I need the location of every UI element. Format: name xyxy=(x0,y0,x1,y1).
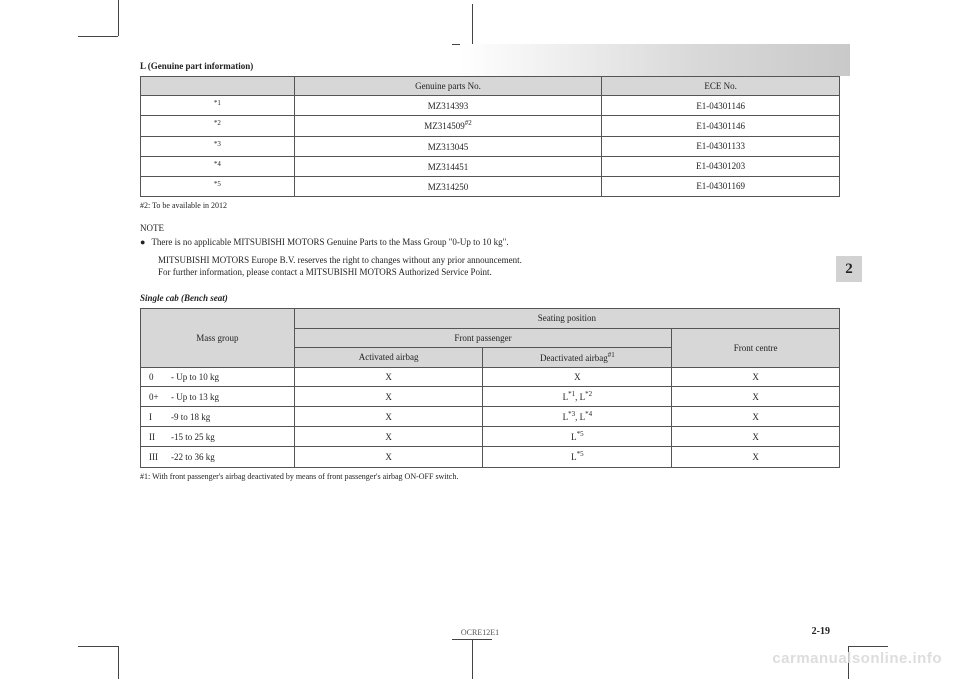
deact-cell: X xyxy=(483,367,672,386)
deact-cell: L*1, L*2 xyxy=(483,387,672,407)
ref-sup: *3 xyxy=(214,140,221,148)
part-cell: MZ314451 xyxy=(294,156,602,176)
col-mass: Mass group xyxy=(141,309,295,367)
table-row: III-22 to 36 kg X L*5 X xyxy=(141,447,840,467)
col-ece: ECE No. xyxy=(602,77,840,96)
bullet-icon: ● xyxy=(140,238,145,247)
table-row: *1 MZ314393 E1-04301146 xyxy=(141,96,840,116)
part-cell: MZ314393 xyxy=(294,96,602,116)
mass-cell: 0+- Up to 13 kg xyxy=(141,387,295,407)
note-para1: MITSUBISHI MOTORS Europe B.V. reserves t… xyxy=(158,254,840,266)
act-cell: X xyxy=(294,427,483,447)
ref-cell: *4 xyxy=(141,156,295,176)
crop-mark xyxy=(472,4,473,44)
table-row: I-9 to 18 kg X L*3, L*4 X xyxy=(141,407,840,427)
ece-cell: E1-04301146 xyxy=(602,116,840,136)
part-cell: MZ314250 xyxy=(294,176,602,196)
ece-cell: E1-04301133 xyxy=(602,136,840,156)
col-front-passenger: Front passenger xyxy=(294,328,671,347)
crop-mark xyxy=(472,639,473,679)
ece-cell: E1-04301203 xyxy=(602,156,840,176)
table-header-row: Mass group Seating position xyxy=(141,309,840,328)
ece-cell: E1-04301169 xyxy=(602,176,840,196)
mass-cell: III-22 to 36 kg xyxy=(141,447,295,467)
crop-mark xyxy=(78,36,118,37)
part-cell: MZ313045 xyxy=(294,136,602,156)
col-parts: Genuine parts No. xyxy=(294,77,602,96)
act-cell: X xyxy=(294,447,483,467)
centre-cell: X xyxy=(672,407,840,427)
crop-mark xyxy=(118,0,119,36)
table-row: *5 MZ314250 E1-04301169 xyxy=(141,176,840,196)
note-block: NOTE ● There is no applicable MITSUBISHI… xyxy=(140,222,840,279)
ref-cell: *2 xyxy=(141,116,295,136)
mass-cell: II-15 to 25 kg xyxy=(141,427,295,447)
watermark: carmanualsonline.info xyxy=(772,650,942,667)
ref-cell: *3 xyxy=(141,136,295,156)
col-activated: Activated airbag xyxy=(294,347,483,367)
note-label: NOTE xyxy=(140,222,840,234)
act-cell: X xyxy=(294,367,483,386)
table-row: *4 MZ314451 E1-04301203 xyxy=(141,156,840,176)
part-cell: MZ314509#2 xyxy=(294,116,602,136)
ece-cell: E1-04301146 xyxy=(602,96,840,116)
note-line: ● There is no applicable MITSUBISHI MOTO… xyxy=(140,236,840,248)
crop-mark xyxy=(78,646,118,647)
deact-cell: L*3, L*4 xyxy=(483,407,672,427)
ref-sup: *1 xyxy=(214,99,221,107)
crop-mark xyxy=(848,646,888,647)
crop-mark xyxy=(118,646,119,679)
table-header-row: Genuine parts No. ECE No. xyxy=(141,77,840,96)
centre-cell: X xyxy=(672,427,840,447)
act-cell: X xyxy=(294,407,483,427)
table-row: 0+- Up to 13 kg X L*1, L*2 X xyxy=(141,387,840,407)
col-blank xyxy=(141,77,295,96)
centre-cell: X xyxy=(672,447,840,467)
ref-sup: *4 xyxy=(214,160,221,168)
ref-sup: *5 xyxy=(214,180,221,188)
centre-cell: X xyxy=(672,387,840,407)
note-paragraphs: MITSUBISHI MOTORS Europe B.V. reserves t… xyxy=(158,254,840,278)
table-row: II-15 to 25 kg X L*5 X xyxy=(141,427,840,447)
col-seating: Seating position xyxy=(294,309,839,328)
mass-cell: 0- Up to 10 kg xyxy=(141,367,295,386)
col-front-centre: Front centre xyxy=(672,328,840,367)
table-row: *2 MZ314509#2 E1-04301146 xyxy=(141,116,840,136)
ref-cell: *5 xyxy=(141,176,295,196)
ref-sup: *2 xyxy=(214,119,221,127)
act-cell: X xyxy=(294,387,483,407)
deact-cell: L*5 xyxy=(483,427,672,447)
page-number: 2-19 xyxy=(812,626,830,637)
parts-heading: L (Genuine part information) xyxy=(140,60,840,72)
centre-cell: X xyxy=(672,367,840,386)
mass-cell: I-9 to 18 kg xyxy=(141,407,295,427)
table-row: *3 MZ313045 E1-04301133 xyxy=(141,136,840,156)
note-para2: For further information, please contact … xyxy=(158,266,840,278)
seating-footnote: #1: With front passenger's airbag deacti… xyxy=(140,472,840,483)
seating-heading: Single cab (Bench seat) xyxy=(140,292,840,304)
parts-footnote: #2: To be available in 2012 xyxy=(140,201,840,212)
table-row: 0- Up to 10 kg X X X xyxy=(141,367,840,386)
seating-table: Mass group Seating position Front passen… xyxy=(140,308,840,467)
doc-code: OCRE12E1 xyxy=(461,628,499,637)
ref-cell: *1 xyxy=(141,96,295,116)
col-deactivated: Deactivated airbag#1 xyxy=(483,347,672,367)
deact-cell: L*5 xyxy=(483,447,672,467)
page-content: L (Genuine part information) Genuine par… xyxy=(140,60,840,482)
parts-table: Genuine parts No. ECE No. *1 MZ314393 E1… xyxy=(140,76,840,197)
note-bullet-text: There is no applicable MITSUBISHI MOTORS… xyxy=(151,236,508,248)
